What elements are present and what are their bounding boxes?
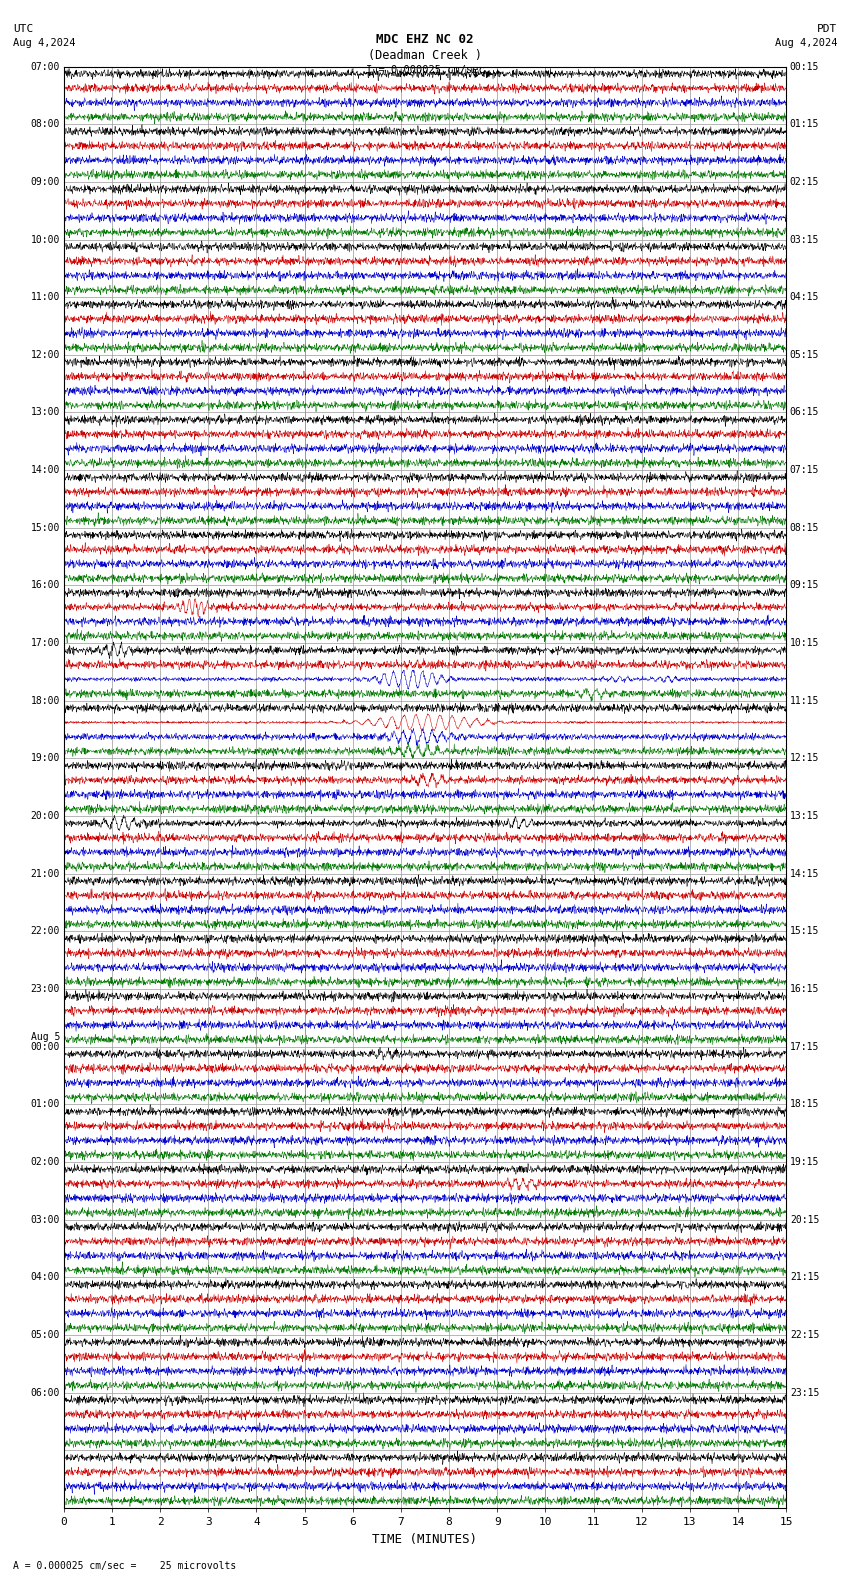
Text: 22:00: 22:00 bbox=[31, 927, 60, 936]
Text: 07:00: 07:00 bbox=[31, 62, 60, 71]
Text: PDT: PDT bbox=[817, 24, 837, 33]
Text: Aug 4,2024: Aug 4,2024 bbox=[774, 38, 837, 48]
Text: 15:15: 15:15 bbox=[790, 927, 819, 936]
Text: 01:00: 01:00 bbox=[31, 1099, 60, 1109]
Text: 11:00: 11:00 bbox=[31, 291, 60, 303]
Text: 01:15: 01:15 bbox=[790, 119, 819, 130]
Text: MDC EHZ NC 02: MDC EHZ NC 02 bbox=[377, 33, 473, 46]
Text: Aug 4,2024: Aug 4,2024 bbox=[13, 38, 76, 48]
Text: 21:15: 21:15 bbox=[790, 1272, 819, 1283]
Text: 14:15: 14:15 bbox=[790, 868, 819, 879]
Text: 10:00: 10:00 bbox=[31, 234, 60, 244]
Text: 11:15: 11:15 bbox=[790, 695, 819, 706]
Text: 03:15: 03:15 bbox=[790, 234, 819, 244]
Text: 16:15: 16:15 bbox=[790, 984, 819, 995]
Text: 19:00: 19:00 bbox=[31, 754, 60, 763]
Text: A = 0.000025 cm/sec =    25 microvolts: A = 0.000025 cm/sec = 25 microvolts bbox=[13, 1562, 236, 1571]
Text: 09:00: 09:00 bbox=[31, 177, 60, 187]
Text: 20:15: 20:15 bbox=[790, 1215, 819, 1224]
Text: 00:15: 00:15 bbox=[790, 62, 819, 71]
Text: 18:00: 18:00 bbox=[31, 695, 60, 706]
X-axis label: TIME (MINUTES): TIME (MINUTES) bbox=[372, 1533, 478, 1546]
Text: 13:00: 13:00 bbox=[31, 407, 60, 418]
Text: 03:00: 03:00 bbox=[31, 1215, 60, 1224]
Text: 10:15: 10:15 bbox=[790, 638, 819, 648]
Text: 08:00: 08:00 bbox=[31, 119, 60, 130]
Text: 23:15: 23:15 bbox=[790, 1388, 819, 1397]
Text: 17:00: 17:00 bbox=[31, 638, 60, 648]
Text: 21:00: 21:00 bbox=[31, 868, 60, 879]
Text: 22:15: 22:15 bbox=[790, 1331, 819, 1340]
Text: 20:00: 20:00 bbox=[31, 811, 60, 821]
Text: 05:00: 05:00 bbox=[31, 1331, 60, 1340]
Text: 06:15: 06:15 bbox=[790, 407, 819, 418]
Text: 06:00: 06:00 bbox=[31, 1388, 60, 1397]
Text: 02:15: 02:15 bbox=[790, 177, 819, 187]
Text: 13:15: 13:15 bbox=[790, 811, 819, 821]
Text: Aug 5: Aug 5 bbox=[31, 1033, 60, 1042]
Text: 14:00: 14:00 bbox=[31, 466, 60, 475]
Text: I = 0.000025 cm/sec: I = 0.000025 cm/sec bbox=[366, 65, 484, 74]
Text: 16:00: 16:00 bbox=[31, 580, 60, 591]
Text: 12:15: 12:15 bbox=[790, 754, 819, 763]
Text: UTC: UTC bbox=[13, 24, 33, 33]
Text: 17:15: 17:15 bbox=[790, 1042, 819, 1052]
Text: 07:15: 07:15 bbox=[790, 466, 819, 475]
Text: 09:15: 09:15 bbox=[790, 580, 819, 591]
Text: 04:00: 04:00 bbox=[31, 1272, 60, 1283]
Text: 19:15: 19:15 bbox=[790, 1156, 819, 1167]
Text: 00:00: 00:00 bbox=[31, 1042, 60, 1052]
Text: 02:00: 02:00 bbox=[31, 1156, 60, 1167]
Text: 15:00: 15:00 bbox=[31, 523, 60, 532]
Text: 12:00: 12:00 bbox=[31, 350, 60, 360]
Text: 23:00: 23:00 bbox=[31, 984, 60, 995]
Text: 04:15: 04:15 bbox=[790, 291, 819, 303]
Text: (Deadman Creek ): (Deadman Creek ) bbox=[368, 49, 482, 62]
Text: 05:15: 05:15 bbox=[790, 350, 819, 360]
Text: 18:15: 18:15 bbox=[790, 1099, 819, 1109]
Text: 08:15: 08:15 bbox=[790, 523, 819, 532]
